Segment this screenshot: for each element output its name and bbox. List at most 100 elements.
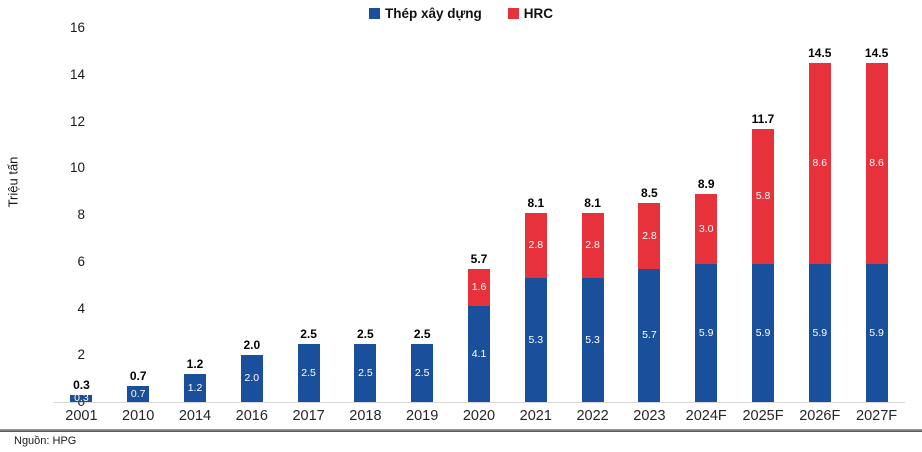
x-tick-label: 2014 bbox=[178, 408, 212, 424]
x-tick-label: 2023 bbox=[633, 408, 666, 424]
bar-segment-thep-xay-dung: 2.5 bbox=[297, 343, 320, 402]
segment-value-label: 5.3 bbox=[528, 333, 544, 346]
segment-value-label: 8.6 bbox=[869, 157, 884, 170]
x-tick-label: 2024F bbox=[685, 408, 727, 424]
bar-group: 2.5 2.5 2019 bbox=[382, 28, 462, 424]
legend-marker-hrc bbox=[507, 8, 519, 19]
total-label: 0.7 bbox=[129, 368, 147, 383]
bar-segment-hrc: 5.8 bbox=[752, 128, 774, 265]
x-tick-label: 2025F bbox=[742, 408, 784, 424]
segment-value-label: 2.8 bbox=[642, 229, 657, 242]
segment-value-label: 4.1 bbox=[471, 347, 487, 360]
bar-segment-hrc: 2.8 bbox=[581, 212, 604, 279]
x-tick-label: 2021 bbox=[519, 408, 552, 424]
segment-value-label: 3.0 bbox=[698, 222, 714, 235]
segment-value-label: 2.8 bbox=[585, 239, 600, 252]
footer-divider bbox=[0, 429, 922, 432]
bar-segment-thep-xay-dung: 5.9 bbox=[808, 264, 831, 402]
bar-segment-thep-xay-dung: 0.7 bbox=[127, 385, 150, 402]
bar-segment-thep-xay-dung: 5.9 bbox=[865, 264, 888, 402]
bar-segment-thep-xay-dung: 5.3 bbox=[581, 278, 604, 402]
bar-segment-hrc: 1.6 bbox=[468, 268, 490, 307]
y-tick-label: 2 bbox=[77, 347, 85, 363]
bar-group: 5.9 3.0 8.9 2024F bbox=[666, 28, 746, 424]
x-tick-label: 2016 bbox=[235, 408, 268, 424]
segment-value-label: 5.9 bbox=[698, 326, 714, 339]
bar-segment-thep-xay-dung: 1.2 bbox=[184, 373, 206, 402]
segment-value-label: 5.8 bbox=[755, 190, 771, 203]
total-label: 8.1 bbox=[584, 195, 601, 210]
x-tick-label: 2001 bbox=[65, 408, 98, 424]
x-tick-label: 2018 bbox=[349, 408, 382, 424]
total-label: 8.5 bbox=[641, 186, 658, 201]
bar-segment-thep-xay-dung: 5.3 bbox=[524, 278, 547, 402]
legend-marker-thep-xay-dung bbox=[368, 8, 380, 19]
bar-segment-hrc: 8.6 bbox=[808, 63, 831, 265]
total-label: 14.5 bbox=[864, 46, 889, 61]
legend-label: Thép xây dựng bbox=[384, 6, 482, 21]
plot-area: 02468101214160.30.320010.70.720101.21.22… bbox=[53, 20, 905, 424]
total-label: 5.7 bbox=[470, 251, 488, 266]
legend-label: HRC bbox=[523, 6, 554, 21]
y-tick-label: 16 bbox=[69, 20, 85, 35]
bar-group: 0.3 0.3 2001 bbox=[41, 28, 121, 424]
bar-segment-hrc: 2.8 bbox=[524, 212, 547, 279]
bar-group: 0.7 0.7 2010 bbox=[98, 28, 178, 424]
bar-group: 1.2 1.2 2014 bbox=[155, 28, 235, 424]
source-note: Nguồn: HPG bbox=[14, 435, 77, 447]
y-tick-label: 8 bbox=[77, 207, 85, 222]
bar-group: 5.7 2.8 8.5 2023 bbox=[609, 28, 689, 424]
total-label: 0.3 bbox=[73, 378, 90, 392]
bar-group: 5.3 2.8 8.1 2021 bbox=[496, 28, 576, 424]
segment-value-label: 1.6 bbox=[471, 281, 487, 294]
bar-segment-thep-xay-dung: 2.0 bbox=[240, 355, 263, 402]
bar-group: 2.5 2.5 2018 bbox=[325, 28, 405, 424]
x-tick-label: 2022 bbox=[576, 408, 609, 424]
bar-group: 5.3 2.8 8.1 2022 bbox=[553, 28, 633, 424]
bar-segment-hrc: 3.0 bbox=[695, 193, 718, 265]
segment-value-label: 5.9 bbox=[812, 326, 828, 339]
bar-segment-thep-xay-dung: 5.7 bbox=[638, 268, 661, 402]
segment-value-label: 5.7 bbox=[642, 329, 657, 342]
y-tick-label: 6 bbox=[77, 253, 85, 269]
y-axis-title: Triệu tấn bbox=[5, 156, 21, 208]
segment-value-label: 8.6 bbox=[812, 157, 828, 170]
x-tick-label: 2027F bbox=[856, 408, 898, 424]
bar-segment-hrc: 8.6 bbox=[865, 63, 888, 265]
total-label: 1.2 bbox=[186, 356, 204, 371]
segment-value-label: 5.3 bbox=[585, 333, 600, 346]
bar-group: 5.9 8.6 14.5 2027F bbox=[837, 28, 917, 424]
bar-group: 2.0 2.0 2016 bbox=[212, 28, 292, 424]
bar-segment-thep-xay-dung: 2.5 bbox=[411, 343, 434, 402]
segment-value-label: 5.9 bbox=[755, 326, 771, 339]
segment-value-label: 2.0 bbox=[244, 372, 260, 385]
x-tick-label: 2019 bbox=[406, 408, 439, 424]
x-tick-label: 2020 bbox=[462, 408, 496, 424]
bar-segment-thep-xay-dung: 2.5 bbox=[354, 343, 377, 402]
y-tick-label: 10 bbox=[69, 160, 85, 176]
segment-value-label: 2.5 bbox=[414, 366, 430, 379]
total-label: 2.5 bbox=[300, 326, 317, 341]
x-tick-label: 2017 bbox=[292, 408, 325, 424]
x-tick-label: 2026F bbox=[799, 408, 841, 424]
segment-value-label: 2.5 bbox=[358, 366, 373, 379]
bar-segment-thep-xay-dung: 4.1 bbox=[468, 306, 490, 402]
x-tick-label: 2010 bbox=[122, 408, 155, 424]
total-label: 8.9 bbox=[697, 176, 715, 191]
total-label: 11.7 bbox=[751, 111, 775, 126]
bar-segment-thep-xay-dung: 5.9 bbox=[695, 264, 718, 402]
total-label: 8.1 bbox=[527, 195, 545, 210]
total-label: 14.5 bbox=[808, 46, 832, 61]
legend-item-hrc: HRC bbox=[507, 6, 554, 21]
segment-value-label: 5.9 bbox=[869, 326, 884, 339]
bar-group: 5.9 5.8 11.7 2025F bbox=[723, 28, 803, 424]
bar-group: 5.9 8.6 14.5 2026F bbox=[780, 28, 860, 424]
bar-group: 4.1 1.6 5.7 2020 bbox=[439, 28, 519, 424]
total-label: 2.5 bbox=[413, 326, 431, 341]
total-label: 2.5 bbox=[357, 326, 374, 341]
legend: Thép xây dựng HRC bbox=[0, 6, 922, 21]
bar-segment-thep-xay-dung: 0.3 bbox=[70, 393, 93, 403]
bar-group: 2.5 2.5 2017 bbox=[269, 28, 349, 424]
segment-value-label: 2.8 bbox=[528, 239, 544, 252]
